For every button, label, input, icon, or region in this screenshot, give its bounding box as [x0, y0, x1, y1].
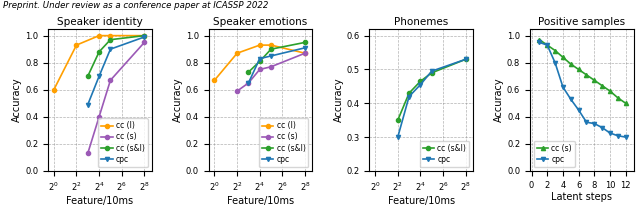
cc (l) [50, 88, 58, 91]
cpc [567, 98, 575, 101]
cc (s) [551, 49, 559, 52]
cpc [394, 136, 402, 139]
cc (l) [107, 34, 115, 37]
Text: Preprint. Under review as a conference paper at ICASSP 2022: Preprint. Under review as a conference p… [3, 1, 269, 10]
cc (l) [141, 34, 148, 37]
cc (s) [256, 68, 264, 71]
Line: cpc: cpc [396, 57, 468, 139]
cpc [591, 122, 598, 125]
cc (s&l) [256, 60, 264, 63]
cpc [405, 95, 413, 98]
cc (s&l) [405, 92, 413, 95]
cc (l) [211, 79, 218, 82]
cc (s) [559, 56, 567, 59]
cc (s) [582, 73, 590, 76]
cpc [582, 121, 590, 124]
cc (s) [141, 41, 148, 44]
cc (s) [107, 79, 115, 82]
cc (s) [591, 79, 598, 82]
cc (s) [598, 84, 606, 87]
Line: cc (s): cc (s) [538, 38, 628, 105]
Y-axis label: Accuracy: Accuracy [333, 77, 344, 122]
cc (s) [622, 102, 630, 105]
cc (s) [575, 68, 582, 71]
cc (s&l) [394, 119, 402, 121]
Legend: cc (l), cc (s), cc (s&l), cpc: cc (l), cc (s), cc (s&l), cpc [99, 118, 148, 167]
cc (s) [301, 52, 309, 55]
X-axis label: Feature/10ms: Feature/10ms [227, 196, 294, 206]
Legend: cc (s), cpc: cc (s), cpc [534, 141, 575, 167]
Title: Phonemes: Phonemes [394, 17, 448, 27]
cpc [84, 103, 92, 106]
Title: Speaker emotions: Speaker emotions [213, 17, 308, 27]
Line: cc (l): cc (l) [52, 34, 147, 92]
cc (s) [606, 90, 614, 92]
cpc [614, 135, 621, 137]
cpc [95, 75, 103, 77]
cc (s&l) [417, 80, 424, 83]
Line: cpc: cpc [86, 35, 147, 107]
Line: cc (s&l): cc (s&l) [246, 40, 307, 74]
cpc [428, 70, 436, 72]
Line: cpc: cpc [246, 46, 307, 85]
cc (s) [233, 90, 241, 92]
cc (l) [256, 44, 264, 46]
Legend: cc (l), cc (s), cc (s&l), cpc: cc (l), cc (s), cc (s&l), cpc [259, 118, 308, 167]
cc (s&l) [462, 58, 470, 61]
Y-axis label: Accuracy: Accuracy [494, 77, 504, 122]
cpc [301, 46, 309, 49]
cpc [575, 109, 582, 111]
cpc [256, 57, 264, 60]
cpc [598, 126, 606, 129]
cc (s) [567, 63, 575, 65]
Line: cc (s&l): cc (s&l) [396, 57, 468, 122]
cpc [606, 132, 614, 134]
Line: cpc: cpc [538, 40, 628, 139]
cc (s) [84, 152, 92, 155]
Title: Positive samples: Positive samples [538, 17, 625, 27]
cpc [417, 83, 424, 86]
cpc [268, 55, 275, 57]
cpc [622, 136, 630, 139]
cc (l) [268, 44, 275, 46]
cpc [141, 36, 148, 38]
Line: cc (l): cc (l) [212, 43, 307, 82]
cc (s) [536, 38, 543, 41]
cc (s&l) [95, 51, 103, 53]
Line: cc (s): cc (s) [86, 40, 147, 155]
cc (l) [95, 34, 103, 37]
Line: cc (s&l): cc (s&l) [86, 34, 147, 78]
cpc [551, 61, 559, 64]
cpc [107, 48, 115, 50]
cpc [244, 82, 252, 84]
X-axis label: Feature/10ms: Feature/10ms [67, 196, 133, 206]
Title: Speaker identity: Speaker identity [57, 17, 143, 27]
cpc [559, 86, 567, 88]
cc (s&l) [428, 71, 436, 74]
Y-axis label: Accuracy: Accuracy [173, 77, 183, 122]
cpc [462, 58, 470, 61]
cc (s) [268, 65, 275, 68]
X-axis label: Latent steps: Latent steps [551, 192, 612, 202]
Y-axis label: Accuracy: Accuracy [12, 77, 22, 122]
cpc [543, 44, 551, 46]
cc (s&l) [84, 75, 92, 77]
cc (s) [244, 82, 252, 84]
Line: cc (s): cc (s) [235, 51, 307, 93]
cc (s&l) [301, 41, 309, 44]
cc (s&l) [141, 34, 148, 37]
cc (s&l) [268, 48, 275, 50]
cc (l) [233, 52, 241, 55]
cc (l) [301, 52, 309, 55]
cc (l) [72, 44, 80, 46]
cc (s) [543, 44, 551, 46]
Legend: cc (s&l), cpc: cc (s&l), cpc [420, 141, 469, 167]
cc (s) [95, 115, 103, 118]
cc (s&l) [244, 71, 252, 73]
cc (s&l) [107, 38, 115, 41]
cc (s) [614, 97, 621, 99]
X-axis label: Feature/10ms: Feature/10ms [388, 196, 454, 206]
cpc [536, 41, 543, 44]
